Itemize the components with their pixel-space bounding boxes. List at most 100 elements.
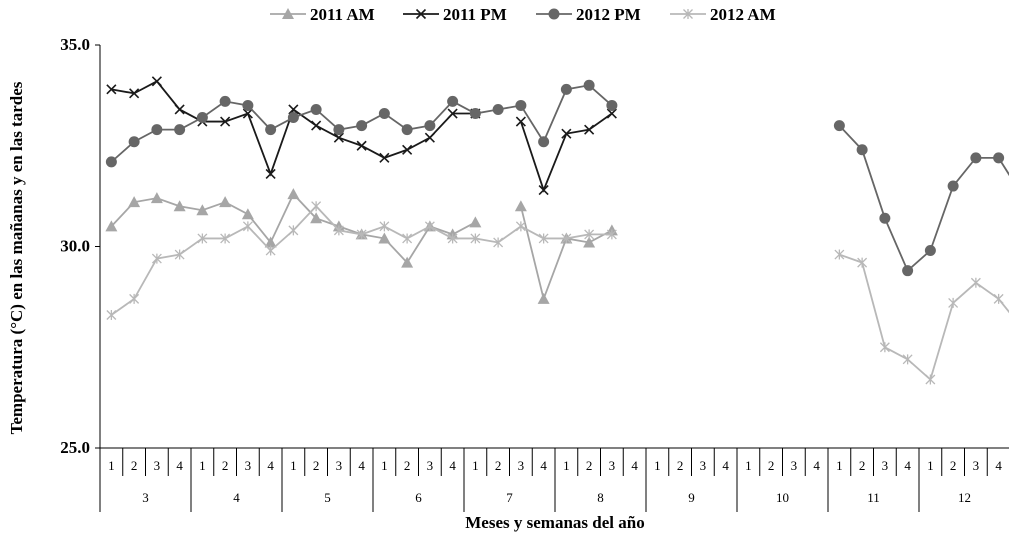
data-point: [265, 124, 277, 136]
series-line: [520, 205, 613, 302]
month-tick-label: 9: [688, 490, 695, 505]
data-point: [356, 140, 367, 151]
week-tick-label: 1: [199, 458, 206, 473]
data-point: [129, 293, 140, 304]
week-tick-label: 4: [631, 458, 638, 473]
legend-item: 2012 PM: [536, 5, 641, 24]
week-tick-label: 3: [700, 458, 707, 473]
data-point: [424, 221, 435, 232]
legend-item: 2012 AM: [670, 5, 776, 24]
week-tick-label: 3: [518, 458, 525, 473]
legend-marker: [415, 8, 427, 20]
data-point: [902, 354, 913, 365]
data-point: [333, 124, 345, 136]
data-point: [105, 156, 117, 168]
data-point: [561, 128, 572, 139]
data-point: [288, 225, 299, 236]
data-point: [879, 212, 891, 224]
data-point: [128, 136, 140, 148]
data-point: [447, 233, 458, 244]
data-point: [925, 374, 936, 385]
data-point: [311, 120, 322, 131]
x-axis-title: Meses y semanas del año: [465, 513, 644, 532]
series-2011-am: [105, 188, 618, 304]
data-point: [378, 108, 390, 120]
week-tick-label: 1: [563, 458, 570, 473]
data-point: [833, 120, 845, 132]
week-tick-label: 3: [973, 458, 980, 473]
week-tick-label: 3: [609, 458, 616, 473]
data-point: [902, 265, 914, 277]
week-tick-label: 2: [950, 458, 957, 473]
week-tick-label: 4: [176, 458, 183, 473]
week-tick-label: 2: [586, 458, 593, 473]
week-tick-label: 1: [381, 458, 388, 473]
data-point: [106, 84, 117, 95]
week-tick-label: 3: [245, 458, 252, 473]
legend-label: 2011 AM: [310, 5, 375, 24]
month-tick-label: 3: [142, 490, 149, 505]
data-point: [242, 99, 254, 111]
data-point: [970, 152, 982, 164]
series-2011-pm: [106, 76, 617, 196]
week-tick-label: 2: [495, 458, 502, 473]
data-point: [151, 253, 162, 264]
week-tick-label: 3: [427, 458, 434, 473]
data-point: [173, 200, 186, 212]
data-point: [538, 233, 549, 244]
legend-marker: [282, 8, 294, 19]
week-tick-label: 2: [404, 458, 411, 473]
data-point: [220, 233, 231, 244]
data-point: [424, 120, 436, 132]
week-tick-label: 1: [927, 458, 934, 473]
data-point: [537, 292, 550, 304]
week-tick-label: 3: [791, 458, 798, 473]
week-tick-label: 4: [449, 458, 456, 473]
data-point: [242, 108, 253, 119]
data-point: [947, 180, 959, 192]
data-point: [469, 108, 481, 120]
month-tick-label: 12: [958, 490, 971, 505]
legend-label: 2012 PM: [576, 5, 641, 24]
data-point: [970, 277, 981, 288]
series-line: [110, 204, 612, 316]
data-point: [401, 256, 414, 268]
week-tick-label: 1: [472, 458, 479, 473]
month-tick-label: 5: [324, 490, 331, 505]
data-point: [196, 204, 209, 216]
data-point: [470, 233, 481, 244]
data-point: [834, 249, 845, 260]
week-tick-label: 1: [108, 458, 115, 473]
legend-label: 2011 PM: [443, 5, 507, 24]
data-point: [151, 76, 162, 87]
data-point: [515, 116, 526, 127]
data-point: [219, 196, 232, 208]
week-tick-label: 4: [904, 458, 911, 473]
data-point: [993, 152, 1005, 164]
legend-item: 2011 PM: [403, 5, 507, 24]
legend-item: 2011 AM: [270, 5, 375, 24]
y-tick-label: 25.0: [60, 438, 90, 457]
data-point: [402, 144, 413, 155]
data-point: [196, 112, 208, 124]
month-tick-label: 4: [233, 490, 240, 505]
data-point: [424, 132, 435, 143]
data-point: [174, 124, 186, 136]
week-tick-label: 2: [768, 458, 775, 473]
data-point: [150, 192, 163, 204]
week-tick-label: 4: [540, 458, 547, 473]
data-point: [264, 236, 277, 248]
data-point: [583, 79, 595, 91]
data-point: [857, 257, 868, 268]
data-point: [606, 108, 617, 119]
week-tick-label: 4: [358, 458, 365, 473]
data-point: [447, 95, 459, 107]
data-point: [584, 229, 595, 240]
data-point: [492, 103, 504, 115]
data-point: [288, 104, 299, 115]
week-tick-label: 3: [882, 458, 889, 473]
legend-marker: [548, 8, 560, 20]
data-point: [220, 116, 231, 127]
week-tick-label: 2: [677, 458, 684, 473]
data-point: [378, 232, 391, 244]
